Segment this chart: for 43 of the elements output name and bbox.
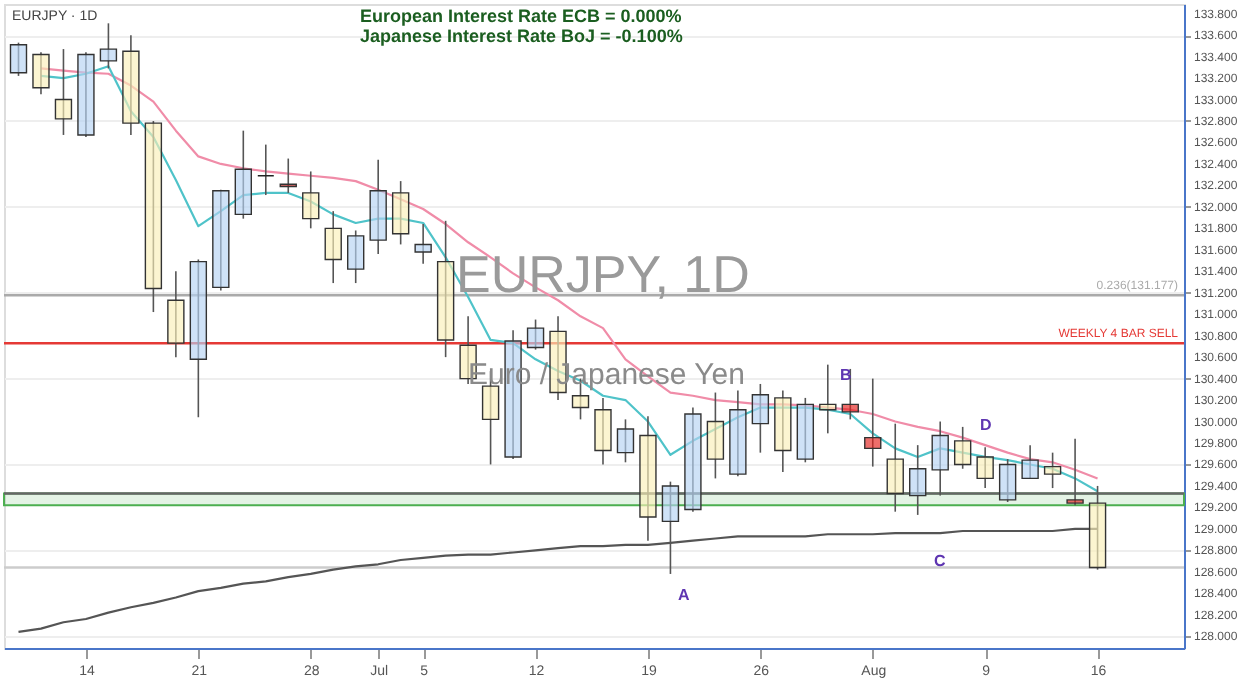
- candlestick: [1021, 444, 1039, 480]
- candlestick: [347, 229, 365, 284]
- candlestick: [1043, 451, 1062, 489]
- candlestick: [324, 210, 342, 284]
- candlestick: [594, 397, 612, 466]
- candlestick: [684, 406, 702, 513]
- candlestick: [122, 34, 140, 136]
- candlestick: [616, 418, 635, 464]
- candlestick: [234, 129, 252, 220]
- candlestick: [796, 397, 815, 464]
- candlestick: [391, 180, 410, 246]
- candlestick: [302, 170, 320, 230]
- annotation: A: [678, 586, 690, 604]
- candlestick: [167, 270, 185, 358]
- annotation: D: [980, 416, 992, 434]
- candlestick: [931, 420, 949, 497]
- candlestick: [54, 48, 73, 136]
- candlestick: [77, 51, 95, 138]
- candlestick: [212, 188, 230, 292]
- candlestick: [414, 223, 432, 265]
- candlestick: [864, 377, 882, 468]
- annotation: C: [934, 552, 946, 570]
- candlestick: [751, 383, 770, 454]
- candlestick: [953, 426, 972, 470]
- candlestick: [369, 158, 387, 255]
- candlestick: [526, 318, 545, 351]
- candlestick: [998, 458, 1017, 503]
- candlestick: [729, 389, 747, 478]
- annotation: European Interest Rate ECB = 0.000%: [360, 6, 682, 26]
- candlestick: [976, 446, 994, 489]
- candlestick: [32, 51, 50, 95]
- candlestick: [1066, 437, 1084, 507]
- candlestick: [706, 391, 725, 480]
- candlestick: [774, 389, 792, 473]
- candlestick: [436, 220, 455, 358]
- candlestick: [9, 41, 28, 77]
- annotation: Japanese Interest Rate BoJ = -0.100%: [360, 26, 683, 46]
- candlestick: [909, 444, 927, 516]
- candlestick: [144, 120, 163, 313]
- candlestick: [189, 258, 208, 419]
- candlestick: [257, 143, 275, 196]
- candlestick: [99, 22, 118, 70]
- candlestick: [886, 422, 904, 513]
